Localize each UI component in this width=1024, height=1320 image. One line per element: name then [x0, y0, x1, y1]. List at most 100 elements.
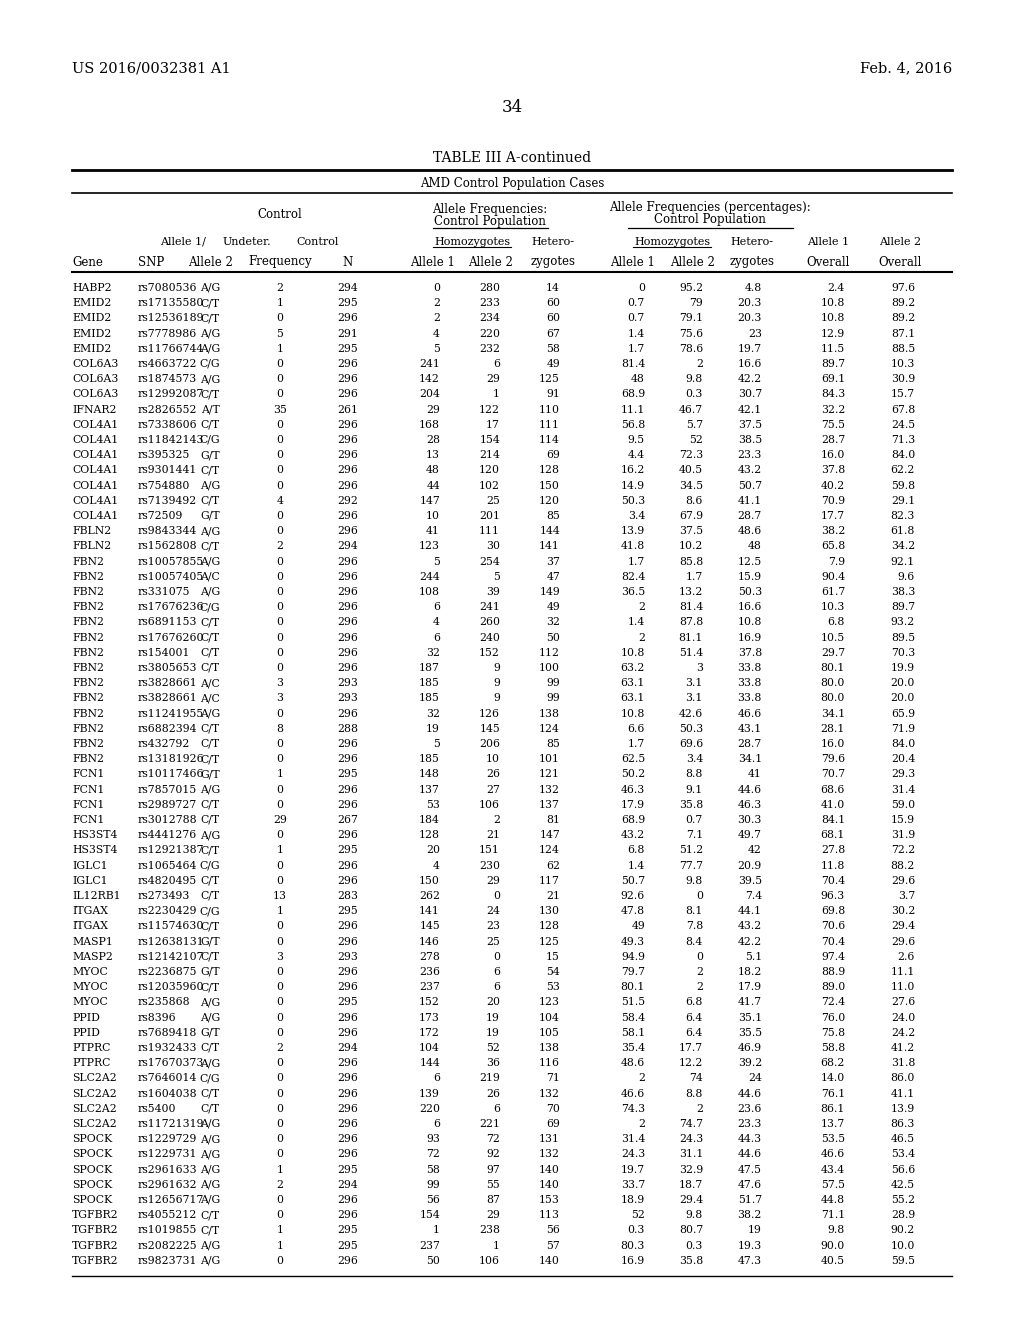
Text: 204: 204 [419, 389, 440, 400]
Text: 88.9: 88.9 [821, 968, 845, 977]
Text: 148: 148 [419, 770, 440, 779]
Text: rs7689418: rs7689418 [138, 1028, 198, 1038]
Text: 293: 293 [338, 678, 358, 688]
Text: 51.7: 51.7 [738, 1195, 762, 1205]
Text: 9.8: 9.8 [686, 374, 703, 384]
Text: rs3012788: rs3012788 [138, 814, 198, 825]
Text: 100: 100 [539, 663, 560, 673]
Text: 72.4: 72.4 [821, 998, 845, 1007]
Text: 296: 296 [338, 1134, 358, 1144]
Text: 0: 0 [276, 420, 284, 430]
Text: 90.2: 90.2 [891, 1225, 915, 1236]
Text: 296: 296 [338, 527, 358, 536]
Text: 1: 1 [493, 389, 500, 400]
Text: 0: 0 [276, 374, 284, 384]
Text: 294: 294 [338, 541, 358, 552]
Text: 0: 0 [276, 557, 284, 566]
Text: 71.9: 71.9 [891, 723, 915, 734]
Text: 4.8: 4.8 [744, 282, 762, 293]
Text: 29.4: 29.4 [891, 921, 915, 932]
Text: 8: 8 [276, 723, 284, 734]
Text: 0: 0 [276, 480, 284, 491]
Text: 41.0: 41.0 [821, 800, 845, 809]
Text: 296: 296 [338, 830, 358, 841]
Text: IFNAR2: IFNAR2 [72, 405, 117, 414]
Text: 79: 79 [689, 298, 703, 308]
Text: 48.6: 48.6 [621, 1059, 645, 1068]
Text: 13.9: 13.9 [891, 1104, 915, 1114]
Text: 81.4: 81.4 [679, 602, 703, 612]
Text: FBN2: FBN2 [72, 693, 104, 704]
Text: 128: 128 [539, 466, 560, 475]
Text: 32.2: 32.2 [820, 405, 845, 414]
Text: 151: 151 [479, 845, 500, 855]
Text: 37.5: 37.5 [679, 527, 703, 536]
Text: Allele 1: Allele 1 [411, 256, 456, 268]
Text: 17.9: 17.9 [738, 982, 762, 993]
Text: 70.7: 70.7 [821, 770, 845, 779]
Text: 16.2: 16.2 [621, 466, 645, 475]
Text: 92.6: 92.6 [621, 891, 645, 902]
Text: 1: 1 [276, 845, 284, 855]
Text: 0: 0 [276, 618, 284, 627]
Text: rs4441276: rs4441276 [138, 830, 198, 841]
Text: 69.8: 69.8 [821, 907, 845, 916]
Text: 23.3: 23.3 [737, 1119, 762, 1129]
Text: rs7080536: rs7080536 [138, 282, 198, 293]
Text: 81.4: 81.4 [621, 359, 645, 370]
Text: 29.6: 29.6 [891, 875, 915, 886]
Text: 150: 150 [419, 875, 440, 886]
Text: 49: 49 [546, 359, 560, 370]
Text: rs9843344: rs9843344 [138, 527, 198, 536]
Text: 67.9: 67.9 [679, 511, 703, 521]
Text: Control Population: Control Population [654, 213, 766, 226]
Text: 44: 44 [426, 480, 440, 491]
Text: FBN2: FBN2 [72, 602, 104, 612]
Text: 6: 6 [493, 982, 500, 993]
Text: 67: 67 [546, 329, 560, 339]
Text: 10.8: 10.8 [820, 313, 845, 323]
Text: 70: 70 [546, 1104, 560, 1114]
Text: rs17676236: rs17676236 [138, 602, 205, 612]
Text: rs2826552: rs2826552 [138, 405, 198, 414]
Text: 173: 173 [419, 1012, 440, 1023]
Text: 27.8: 27.8 [821, 845, 845, 855]
Text: 41.1: 41.1 [891, 1089, 915, 1098]
Text: 57.5: 57.5 [821, 1180, 845, 1189]
Text: 51.4: 51.4 [679, 648, 703, 657]
Text: C/T: C/T [201, 618, 219, 627]
Text: 70.3: 70.3 [891, 648, 915, 657]
Text: 295: 295 [338, 770, 358, 779]
Text: 80.1: 80.1 [621, 982, 645, 993]
Text: 112: 112 [539, 648, 560, 657]
Text: 35.1: 35.1 [737, 1012, 762, 1023]
Text: 84.0: 84.0 [891, 739, 915, 748]
Text: 71.3: 71.3 [891, 436, 915, 445]
Text: SLC2A2: SLC2A2 [72, 1089, 117, 1098]
Text: 13: 13 [426, 450, 440, 461]
Text: 19: 19 [749, 1225, 762, 1236]
Text: MASP2: MASP2 [72, 952, 113, 962]
Text: C/T: C/T [201, 845, 219, 855]
Text: 113: 113 [539, 1210, 560, 1220]
Text: 55: 55 [486, 1180, 500, 1189]
Text: 44.8: 44.8 [821, 1195, 845, 1205]
Text: 16.0: 16.0 [820, 739, 845, 748]
Text: Allele 1: Allele 1 [610, 256, 655, 268]
Text: 232: 232 [479, 343, 500, 354]
Text: 46.9: 46.9 [738, 1043, 762, 1053]
Text: 10: 10 [486, 754, 500, 764]
Text: 3: 3 [276, 952, 284, 962]
Text: 10: 10 [426, 511, 440, 521]
Text: 150: 150 [539, 480, 560, 491]
Text: 293: 293 [338, 693, 358, 704]
Text: 82.4: 82.4 [621, 572, 645, 582]
Text: 70.4: 70.4 [821, 937, 845, 946]
Text: 1.4: 1.4 [628, 861, 645, 871]
Text: 28.7: 28.7 [737, 511, 762, 521]
Text: 48: 48 [631, 374, 645, 384]
Text: 50.7: 50.7 [621, 875, 645, 886]
Text: rs2236875: rs2236875 [138, 968, 198, 977]
Text: 0.3: 0.3 [686, 389, 703, 400]
Text: Frequency: Frequency [248, 256, 312, 268]
